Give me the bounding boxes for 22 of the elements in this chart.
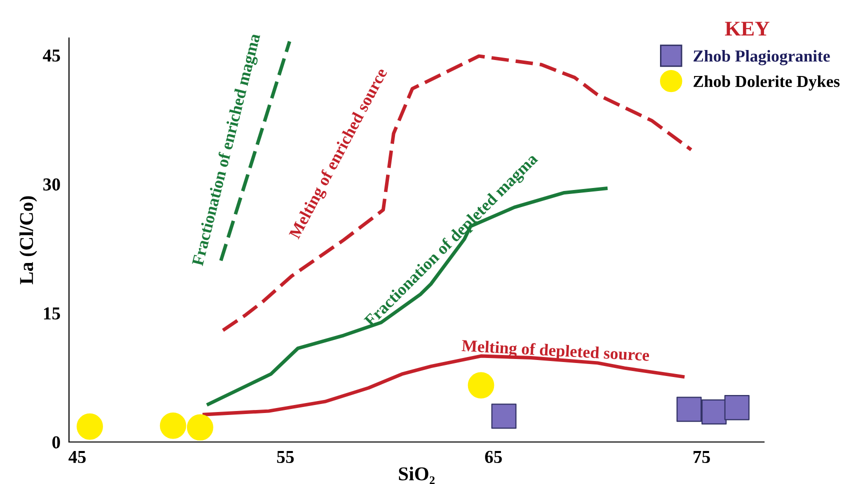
- point: [160, 412, 186, 439]
- y-axis-title: La (Cl/Co): [19, 196, 38, 284]
- y-tick-label: 0: [52, 436, 60, 448]
- legend-title: KEY: [725, 22, 770, 36]
- annotation: Melting of depleted source: [461, 339, 650, 365]
- x-tick-label: 65: [485, 450, 502, 464]
- point: [491, 404, 516, 429]
- point: [701, 399, 727, 424]
- x-tick-label: 45: [68, 450, 86, 464]
- x-tick-label: 55: [277, 451, 294, 464]
- x-axis-title: SiO₂: [398, 466, 435, 484]
- y-tick-label: 30: [43, 178, 60, 191]
- x-tick-label: 75: [694, 451, 710, 464]
- point: [724, 395, 750, 420]
- point: [676, 396, 702, 422]
- point: [468, 372, 494, 398]
- point: [186, 414, 214, 441]
- y-tick-label: 15: [44, 307, 60, 320]
- legend-label: Zhob Plagiogranite: [694, 50, 830, 66]
- y-tick-label: 45: [42, 50, 60, 62]
- point: [76, 413, 103, 440]
- legend-label: Zhob Dolerite Dykes: [694, 75, 840, 91]
